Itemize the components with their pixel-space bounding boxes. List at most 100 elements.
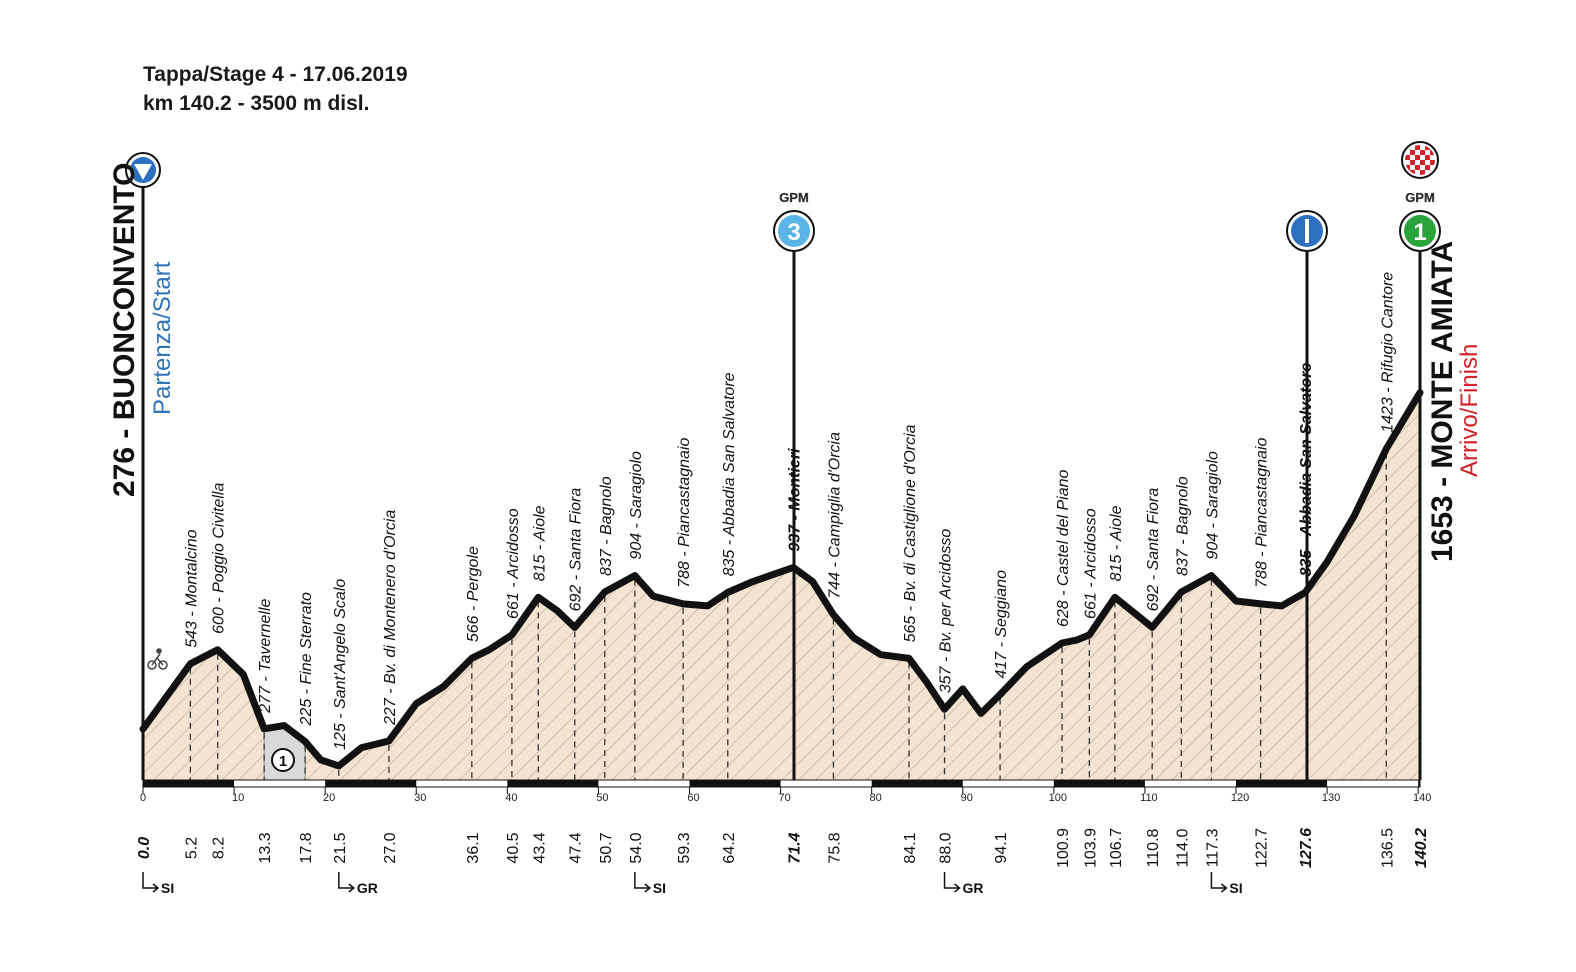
axis-segment — [143, 780, 235, 787]
axis-tick-label: 90 — [961, 792, 973, 804]
profile-area — [143, 392, 1420, 780]
province-arrowhead-icon — [954, 883, 961, 893]
axis-tick-label: 30 — [414, 792, 426, 804]
km-axis: 0 10 20 30 40 50 60 70 80 90 100 110 120 130 140 — [140, 779, 1431, 804]
axis-tick-label: 20 — [323, 792, 335, 804]
waypoint-label: 661 - Arcidosso — [1082, 508, 1099, 619]
km-value-label: 17.8 — [298, 832, 315, 863]
km-value-label: 94.1 — [993, 832, 1010, 863]
axis-tick-label: 130 — [1322, 792, 1340, 804]
axis-segment — [507, 780, 599, 787]
waypoint-label: 628 - Castel del Piano — [1055, 469, 1072, 627]
province-code: SI — [653, 880, 666, 896]
waypoint-label: 904 - Saragiolo — [628, 451, 645, 560]
axis-segment — [689, 780, 781, 787]
km-value-label: 59.3 — [676, 832, 693, 863]
checkered-flag-icon — [1401, 141, 1439, 179]
finish-town-label: 1653 - MONTE AMIATA — [1426, 241, 1459, 562]
checker-squares — [1405, 145, 1435, 175]
km-value-label: 103.9 — [1082, 828, 1099, 868]
km-value-label: 110.8 — [1145, 828, 1162, 867]
km-value-label: 64.2 — [721, 832, 738, 863]
waypoint-label: 125 - Sant'Angelo Scalo — [332, 579, 349, 750]
province-code: SI — [1229, 880, 1242, 896]
province-code: SI — [161, 880, 174, 896]
waypoint-label: 1423 - Rifugio Cantore — [1379, 272, 1396, 433]
waypoint-label: 835 - Abbadia San Salvatore — [721, 372, 738, 576]
km-value-label: 88.0 — [938, 832, 955, 863]
province-arrow-icon — [142, 872, 157, 889]
waypoint-label: 600 - Poggio Civitella — [211, 483, 228, 634]
km-value-label: 117.3 — [1204, 828, 1221, 867]
km-value-label: 27.0 — [382, 832, 399, 863]
km-value-label: 8.2 — [211, 837, 228, 859]
km-value-label: 122.7 — [1254, 828, 1271, 868]
km-value-label: 127.6 — [1298, 828, 1315, 868]
province-arrow-icon — [1210, 872, 1226, 889]
province-arrow-icon — [338, 872, 353, 889]
km-value-label: 0.0 — [136, 837, 153, 859]
axis-tick-label: 50 — [596, 792, 608, 804]
province-arrowhead-icon — [348, 883, 356, 893]
axis-tick-label: 10 — [232, 792, 244, 804]
finish-sub-label: Arrivo/Finish — [1456, 344, 1483, 477]
province-arrowhead-icon — [644, 883, 652, 893]
waypoint-label: 837 - Bagnolo — [598, 476, 615, 576]
km-value-label: 106.7 — [1108, 828, 1125, 868]
axis-tick-label: 100 — [1049, 792, 1067, 804]
start-town-label: 276 - BUONCONVENTO — [108, 162, 141, 497]
province-code: GR — [963, 880, 984, 896]
waypoint-label: 225 - Fine Sterrato — [298, 592, 315, 727]
axis-tick-label: 140 — [1413, 792, 1431, 804]
axis-tick-label: 40 — [505, 792, 517, 804]
km-value-label: 40.5 — [505, 832, 522, 863]
waypoint-label: 661 - Arcidosso — [505, 508, 522, 619]
start-triangle-icon — [125, 152, 161, 188]
axis-tick-label: 70 — [778, 792, 790, 804]
waypoint-droplines — [189, 452, 1387, 780]
waypoint-label: 815 - Aiole — [1108, 505, 1125, 581]
province-code: GR — [357, 880, 378, 896]
km-value-label: 13.3 — [257, 832, 274, 863]
axis-segment — [1053, 780, 1145, 787]
km-value-label: 84.1 — [902, 832, 919, 863]
province-markers: SI GR SI GR SI — [142, 872, 1243, 896]
axis-segment — [325, 780, 417, 787]
waypoint-label: 788 - Piancastagnaio — [676, 437, 693, 587]
waypoint-label: 692 - Santa Fiora — [1145, 488, 1162, 612]
special-markers: 276 - BUONCONVENTO Partenza/Start GPM 3 … — [108, 141, 1483, 780]
gpm3-category: 3 — [787, 219, 800, 246]
waypoint-label: 815 - Aiole — [531, 505, 548, 581]
km-value-label: 21.5 — [332, 832, 349, 863]
stage-header: Tappa/Stage 4 - 17.06.2019 km 140.2 - 35… — [143, 60, 408, 118]
gpm1-category: 1 — [1413, 219, 1426, 246]
waypoint-label: 566 - Pergole — [465, 546, 482, 642]
gravel-sector-number: 1 — [279, 753, 287, 770]
finish-gpm-tag: GPM — [1405, 190, 1435, 205]
cyclist-icon — [147, 648, 168, 670]
axis-tick-label: 60 — [687, 792, 699, 804]
axis-tick-label: 0 — [140, 792, 146, 804]
waypoint-label: 744 - Campiglia d'Orcia — [826, 432, 843, 599]
axis-segment — [1418, 780, 1420, 787]
axis-tick-label: 80 — [870, 792, 882, 804]
waypoint-label: 904 - Saragiolo — [1204, 451, 1221, 560]
profile-hatch — [143, 392, 1420, 780]
gpm3-tag: GPM — [779, 190, 809, 205]
axis-tick-label: 110 — [1140, 792, 1158, 804]
km-value-label: 114.0 — [1174, 828, 1191, 867]
km-value-label: 136.5 — [1379, 828, 1396, 868]
gpm3-badge-icon — [773, 210, 815, 252]
sprint-badge-icon — [1286, 210, 1328, 252]
km-value-label: 50.7 — [598, 832, 615, 863]
axis-segment — [871, 780, 963, 787]
waypoint-label: 417 - Seggiano — [993, 570, 1010, 679]
km-value-label: 5.2 — [183, 837, 200, 859]
waypoint-label: 837 - Bagnolo — [1174, 476, 1191, 576]
province-arrowhead-icon — [1220, 883, 1228, 893]
waypoint-label: 277 - Tavernelle — [257, 599, 274, 714]
waypoint-label: 692 - Santa Fiora — [568, 488, 585, 612]
km-value-label: 71.4 — [786, 832, 803, 863]
km-value-label: 100.9 — [1055, 828, 1072, 868]
